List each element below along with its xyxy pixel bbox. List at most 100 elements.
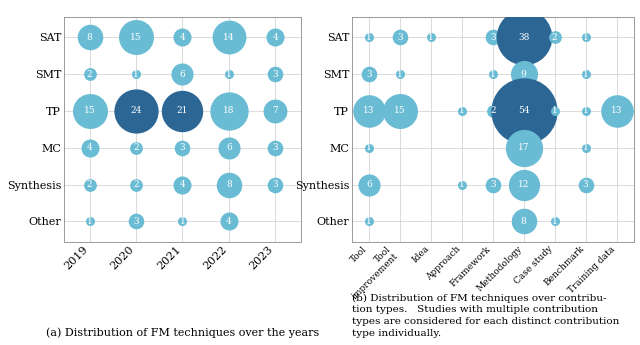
- Point: [177, 108, 188, 114]
- Point: [580, 108, 591, 114]
- Text: 2: 2: [133, 143, 139, 152]
- Text: 8: 8: [226, 180, 232, 189]
- Point: [364, 145, 374, 150]
- Point: [518, 35, 529, 40]
- Point: [611, 108, 621, 114]
- Point: [580, 182, 591, 187]
- Text: 1: 1: [552, 217, 557, 226]
- Point: [457, 182, 467, 187]
- Text: 1: 1: [490, 70, 495, 79]
- Point: [580, 35, 591, 40]
- Text: 17: 17: [518, 143, 529, 152]
- Text: 6: 6: [366, 180, 372, 189]
- Text: 8: 8: [86, 33, 92, 42]
- Point: [224, 35, 234, 40]
- Text: 1: 1: [366, 217, 372, 226]
- Point: [426, 35, 436, 40]
- Text: 1: 1: [552, 107, 557, 116]
- Point: [84, 108, 95, 114]
- Point: [131, 35, 141, 40]
- Point: [270, 108, 280, 114]
- Text: 4: 4: [273, 33, 278, 42]
- Point: [224, 182, 234, 187]
- Point: [518, 145, 529, 150]
- Text: 8: 8: [521, 217, 527, 226]
- Point: [177, 182, 188, 187]
- Text: 1: 1: [583, 143, 589, 152]
- Point: [550, 218, 560, 224]
- Text: 15: 15: [130, 33, 142, 42]
- Text: 6: 6: [180, 70, 185, 79]
- Point: [488, 71, 498, 77]
- Point: [457, 108, 467, 114]
- Text: 2: 2: [87, 180, 92, 189]
- Point: [84, 35, 95, 40]
- Point: [177, 35, 188, 40]
- Point: [364, 218, 374, 224]
- Text: 14: 14: [223, 33, 235, 42]
- Point: [177, 218, 188, 224]
- Text: 3: 3: [273, 143, 278, 152]
- Text: 15: 15: [394, 107, 406, 116]
- Point: [131, 108, 141, 114]
- Text: 15: 15: [84, 107, 95, 116]
- Text: 3: 3: [133, 217, 139, 226]
- Text: 3: 3: [397, 33, 403, 42]
- Point: [488, 108, 498, 114]
- Point: [550, 108, 560, 114]
- Point: [177, 145, 188, 150]
- Point: [270, 145, 280, 150]
- Text: 1: 1: [583, 33, 589, 42]
- Text: 54: 54: [518, 107, 529, 116]
- Text: 3: 3: [490, 180, 495, 189]
- Text: 18: 18: [223, 107, 235, 116]
- Text: 38: 38: [518, 33, 529, 42]
- Text: 7: 7: [273, 107, 278, 116]
- Point: [364, 71, 374, 77]
- Point: [580, 71, 591, 77]
- Point: [364, 108, 374, 114]
- Text: 21: 21: [177, 107, 188, 116]
- Point: [270, 71, 280, 77]
- Text: 2: 2: [133, 180, 139, 189]
- Point: [518, 71, 529, 77]
- Text: 4: 4: [180, 180, 185, 189]
- Text: (b) Distribution of FM techniques over contribu-
tion types.   Studies with mult: (b) Distribution of FM techniques over c…: [352, 294, 620, 338]
- Text: 3: 3: [366, 70, 372, 79]
- Point: [131, 145, 141, 150]
- Text: 3: 3: [583, 180, 588, 189]
- Text: 24: 24: [131, 107, 141, 116]
- Point: [224, 145, 234, 150]
- Text: 4: 4: [226, 217, 232, 226]
- Point: [518, 182, 529, 187]
- Point: [580, 145, 591, 150]
- Point: [131, 218, 141, 224]
- Text: 1: 1: [459, 180, 465, 189]
- Point: [364, 182, 374, 187]
- Text: 3: 3: [273, 180, 278, 189]
- Point: [84, 218, 95, 224]
- Point: [395, 108, 405, 114]
- Point: [518, 218, 529, 224]
- Text: 1: 1: [583, 107, 589, 116]
- Text: 3: 3: [273, 70, 278, 79]
- Point: [224, 71, 234, 77]
- Text: 4: 4: [180, 33, 185, 42]
- Point: [224, 218, 234, 224]
- Text: 1: 1: [366, 143, 372, 152]
- Text: 9: 9: [521, 70, 527, 79]
- Text: 2: 2: [552, 33, 557, 42]
- Point: [84, 145, 95, 150]
- Text: 1: 1: [366, 33, 372, 42]
- Point: [488, 35, 498, 40]
- Text: 1: 1: [180, 217, 185, 226]
- Text: 2: 2: [490, 107, 495, 116]
- Point: [395, 35, 405, 40]
- Text: 3: 3: [490, 33, 495, 42]
- Text: 1: 1: [133, 70, 139, 79]
- Point: [395, 71, 405, 77]
- Point: [131, 182, 141, 187]
- Point: [177, 71, 188, 77]
- Point: [518, 108, 529, 114]
- Text: 13: 13: [611, 107, 622, 116]
